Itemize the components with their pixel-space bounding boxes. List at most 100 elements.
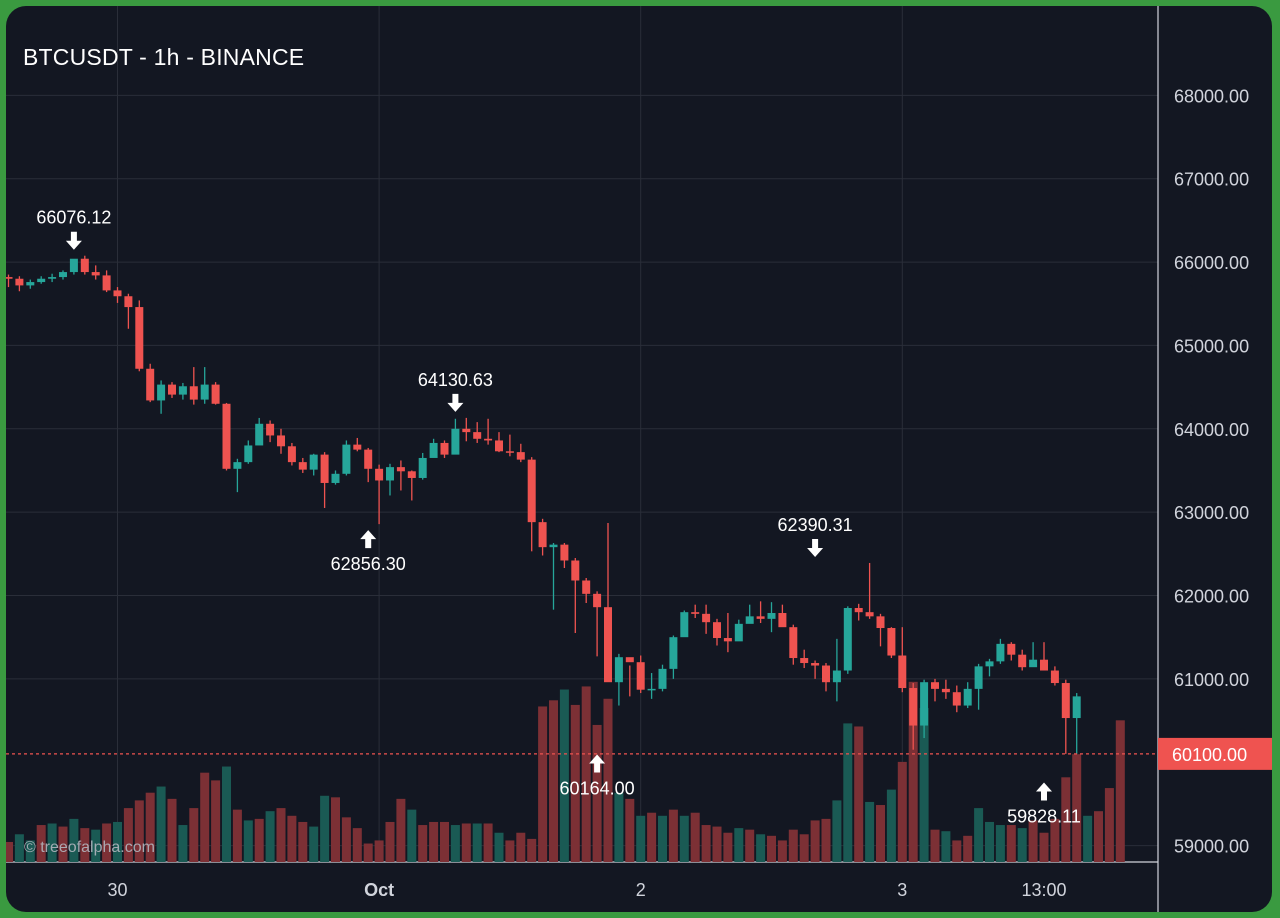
volume-bar (679, 815, 689, 862)
candle-body (604, 607, 612, 683)
volume-bar (265, 811, 275, 862)
price-annotation: 60164.00 (560, 779, 635, 799)
candle-body (680, 612, 689, 638)
candle-body (734, 623, 743, 642)
candle-body (1040, 659, 1048, 671)
candle-body (571, 560, 580, 581)
volume-bar (47, 823, 57, 862)
y-tick-label: 68000.00 (1174, 86, 1249, 106)
volume-bar (276, 808, 286, 862)
x-tick-label: 13:00 (1021, 880, 1066, 900)
x-tick-label: 2 (636, 880, 646, 900)
candle-body (811, 663, 820, 666)
volume-bar (1017, 828, 1027, 862)
volume-bar (701, 825, 711, 862)
candle-body (832, 670, 841, 683)
volume-bar (178, 825, 188, 862)
candle-body (320, 454, 329, 483)
x-tick-label: 30 (107, 880, 127, 900)
candle-body (1061, 683, 1070, 719)
candle-body (745, 616, 754, 624)
candle-body (658, 668, 667, 689)
volume-bar (232, 809, 242, 862)
volume-bar (200, 772, 210, 862)
candle-body (713, 622, 721, 639)
candle-body (91, 272, 100, 276)
volume-bar (385, 821, 395, 862)
x-tick-label: Oct (364, 880, 394, 900)
candle-body (582, 580, 591, 594)
candle-body (756, 616, 765, 619)
candle-body (353, 444, 362, 450)
candle-body (941, 688, 950, 693)
candle-body (985, 661, 994, 667)
candle-body (1029, 659, 1038, 668)
candle-body (146, 368, 155, 401)
volume-bar (25, 840, 35, 862)
volume-bar (418, 825, 428, 862)
volume-bar (625, 798, 635, 862)
candle-body (789, 627, 798, 659)
candle-body (48, 277, 57, 279)
volume-bar (974, 808, 984, 862)
volume-bar (1061, 777, 1071, 862)
candle-body (266, 423, 275, 436)
price-chart[interactable]: 68000.00 67000.00 66000.00 65000.00 64000.00… (6, 6, 1272, 912)
volume-bar (505, 840, 515, 862)
volume-bar (723, 832, 733, 862)
candle-body (15, 278, 24, 286)
y-tick-label: 67000.00 (1174, 170, 1249, 190)
price-annotation: 66076.12 (36, 208, 111, 228)
volume-bar (919, 708, 929, 862)
volume-bar (14, 834, 24, 862)
candle-body (691, 612, 700, 614)
volume-bar (287, 815, 297, 862)
candle-body (505, 451, 514, 453)
candle-body (538, 522, 547, 548)
candle-body (647, 688, 656, 691)
candle-body (963, 688, 972, 706)
candle-body (157, 384, 166, 401)
y-tick-label: 66000.00 (1174, 253, 1249, 273)
volume-bar (374, 840, 384, 862)
volume-bar (472, 823, 482, 862)
y-tick-label: 63000.00 (1174, 503, 1249, 523)
candle-body (211, 384, 220, 404)
candle-body (418, 457, 427, 478)
candle-body (6, 277, 13, 279)
volume-bar (58, 826, 68, 862)
volume-bar (1039, 832, 1049, 862)
candle-body (200, 384, 209, 400)
candle-body (80, 258, 89, 273)
volume-bar (494, 832, 504, 862)
volume-bar (788, 829, 798, 862)
y-tick-label: 65000.00 (1174, 336, 1249, 356)
candle-body (702, 613, 711, 623)
volume-bar (80, 828, 90, 862)
volume-bar (647, 812, 657, 862)
current-price-badge (1158, 737, 1272, 770)
candle-body (625, 657, 634, 663)
candle-body (865, 612, 874, 617)
volume-bar (1094, 811, 1103, 862)
candle-body (309, 454, 318, 470)
volume-bar (930, 829, 940, 862)
volume-bar (134, 800, 144, 862)
candle-body (495, 440, 503, 452)
volume-bar (352, 828, 362, 862)
volume-bar (1050, 818, 1060, 862)
volume-bar (429, 821, 439, 862)
candle-body (168, 384, 176, 395)
volume-bar (167, 798, 177, 862)
y-tick-label: 59000.00 (1174, 837, 1249, 857)
high-arrow-icon (447, 393, 464, 412)
volume-bar (810, 820, 820, 862)
candle-body (778, 613, 787, 628)
candle-body (451, 428, 460, 455)
volume-bar (156, 786, 166, 862)
candle-body (996, 643, 1005, 662)
volume-bar (843, 723, 853, 862)
volume-bar (36, 825, 46, 862)
volume-bar (113, 821, 122, 862)
volume-bar (614, 792, 624, 862)
